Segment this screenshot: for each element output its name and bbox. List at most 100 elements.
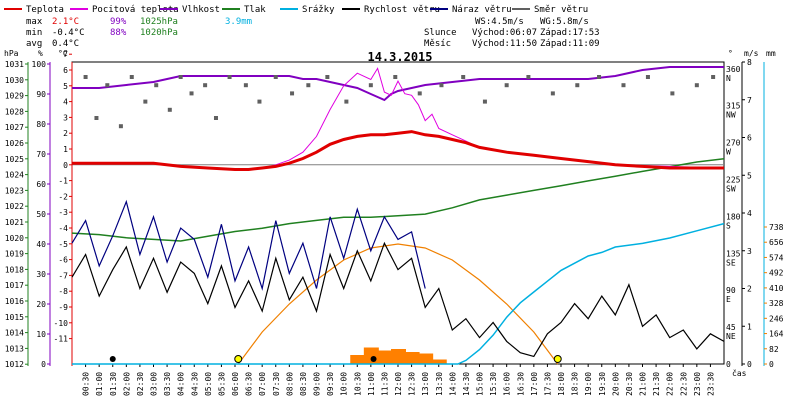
pressure-tick-label: 1025 <box>5 155 24 164</box>
temperature-tick-label: -5 <box>58 240 68 249</box>
humidity-line <box>72 66 724 102</box>
temperature-tick-label: -2 <box>58 192 68 201</box>
time-tick-label: 00:30 <box>82 372 91 396</box>
time-tick-label: 15:00 <box>476 372 485 396</box>
direction-tick-degrees: 45 <box>726 323 736 332</box>
time-tick-label: 16:30 <box>516 372 525 396</box>
pressure-tick-label: 1013 <box>5 344 24 353</box>
wind-direction-point <box>154 83 159 88</box>
time-tick-label: 10:00 <box>340 372 349 396</box>
humidity-tick-label: 90 <box>36 90 46 99</box>
solar-tick-label: 410 <box>769 284 784 293</box>
time-tick-label: 05:00 <box>204 372 213 396</box>
pressure-unit: hPa <box>4 49 19 58</box>
wind-info: WS:4.5m/s WG:5.8m/s Slunce Východ:06:07 … <box>424 17 600 49</box>
sun-set: Západ:17:53 <box>540 28 600 38</box>
sunrise-marker <box>234 355 243 363</box>
time-tick-label: 22:30 <box>679 372 688 396</box>
wind-tick-label: 8 <box>747 58 752 67</box>
wind-direction-point <box>504 83 509 88</box>
wind-direction-point <box>118 124 123 129</box>
solar-tick-label: 246 <box>769 314 784 323</box>
temperature-line <box>72 130 724 171</box>
pressure-tick-label: 1019 <box>5 250 24 259</box>
time-tick-label: 09:00 <box>313 372 322 396</box>
x-axis-label: čas <box>732 368 747 378</box>
temperature-tick-label: 7 <box>63 50 68 59</box>
humidity-unit: % <box>38 49 43 58</box>
temperature-tick-label: 5 <box>63 82 68 91</box>
temperature-tick-label: -6 <box>58 256 68 265</box>
pressure-tick-label: 1021 <box>5 218 24 227</box>
time-tick-label: 18:00 <box>557 372 566 396</box>
time-tick-label: 07:00 <box>258 372 267 396</box>
solar-tick-label: 656 <box>769 238 784 247</box>
pressure-tick-label: 1026 <box>5 139 24 148</box>
wind-direction-point <box>290 91 295 96</box>
stat-max-rain: 3.9mm <box>225 17 252 27</box>
legend-label-1: Pocitová teplota <box>92 5 179 15</box>
stat-min-temp: -0.4°C <box>52 28 85 38</box>
wind-direction-point <box>306 83 311 88</box>
time-tick-label: 08:30 <box>299 372 308 396</box>
wind-direction-point <box>621 83 626 88</box>
wind-direction-point <box>203 83 208 88</box>
stat-max-pressure: 1025hPa <box>140 17 178 27</box>
wind-direction-point <box>243 83 248 88</box>
wind-direction-point <box>711 75 716 79</box>
stat-avg-label: avg <box>26 39 42 49</box>
pressure-tick-label: 1018 <box>5 265 24 274</box>
pressure-tick-label: 1012 <box>5 360 24 369</box>
direction-tick-degrees: 270 <box>726 139 741 148</box>
wind-direction-point <box>325 75 330 79</box>
rain-total-line <box>72 222 725 365</box>
stat-max-label: max <box>26 17 43 27</box>
time-tick-label: 18:30 <box>571 372 580 396</box>
stat-min-label: min <box>26 28 42 38</box>
legend-label-0: Teplota <box>26 5 64 15</box>
time-tick-label: 06:00 <box>231 372 240 396</box>
direction-tick-name: SW <box>726 185 736 194</box>
time-tick-label: 12:30 <box>408 372 417 396</box>
rain-rate-bar <box>418 353 434 364</box>
time-tick-label: 15:30 <box>489 372 498 396</box>
time-tick-label: 16:00 <box>503 372 512 396</box>
pressure-line <box>71 158 725 242</box>
time-tick-label: 02:30 <box>136 372 145 396</box>
time-tick-label: 03:30 <box>163 372 172 396</box>
humidity-tick-label: 100 <box>32 60 47 69</box>
temperature-tick-label: -9 <box>58 303 68 312</box>
legend-label-4: Srážky <box>302 5 335 15</box>
wind-tick-label: 6 <box>747 134 752 143</box>
stats-block: max min avg 2.1°C -0.4°C 0.4°C 99% 88% 1… <box>26 17 252 49</box>
time-tick-label: 14:00 <box>448 372 457 396</box>
time-tick-label: 17:30 <box>543 372 552 396</box>
wind-direction-point <box>550 91 555 96</box>
legend-label-3: Tlak <box>244 5 266 15</box>
y-axes: 1031103010291028102710261025102410231022… <box>5 50 784 369</box>
wind-tick-label: 3 <box>747 247 752 256</box>
wind-tick-label: 5 <box>747 171 752 180</box>
sunset-marker <box>553 355 562 363</box>
temperature-tick-label: 2 <box>63 129 68 138</box>
solar-tick-label: 492 <box>769 269 784 278</box>
x-axis: 00:30 01:00 01:30 02:00 02:30 03:00 03:30 04:00… <box>82 364 715 396</box>
wind-direction-point <box>670 91 675 96</box>
direction-tick-name: S <box>726 221 731 230</box>
wind-tick-label: 1 <box>747 322 752 331</box>
rain-rate-bar <box>363 347 379 364</box>
humidity-tick-label: 80 <box>36 120 46 129</box>
pressure-tick-label: 1016 <box>5 297 24 306</box>
temperature-tick-label: -3 <box>58 208 68 217</box>
wind-direction-point <box>257 99 262 104</box>
legend-label-6: Náraz větru <box>452 5 512 15</box>
temperature-tick-label: -8 <box>58 287 68 296</box>
time-tick-label: 02:00 <box>122 372 131 396</box>
sun-label: Slunce <box>424 28 457 38</box>
time-tick-label: 13:00 <box>421 372 430 396</box>
temperature-tick-label: -7 <box>58 271 68 280</box>
wind-unit: m/s <box>744 49 759 58</box>
direction-tick-name: NW <box>726 111 736 120</box>
solar-tick-label: 82 <box>769 345 779 354</box>
humidity-tick-label: 0 <box>41 360 46 369</box>
